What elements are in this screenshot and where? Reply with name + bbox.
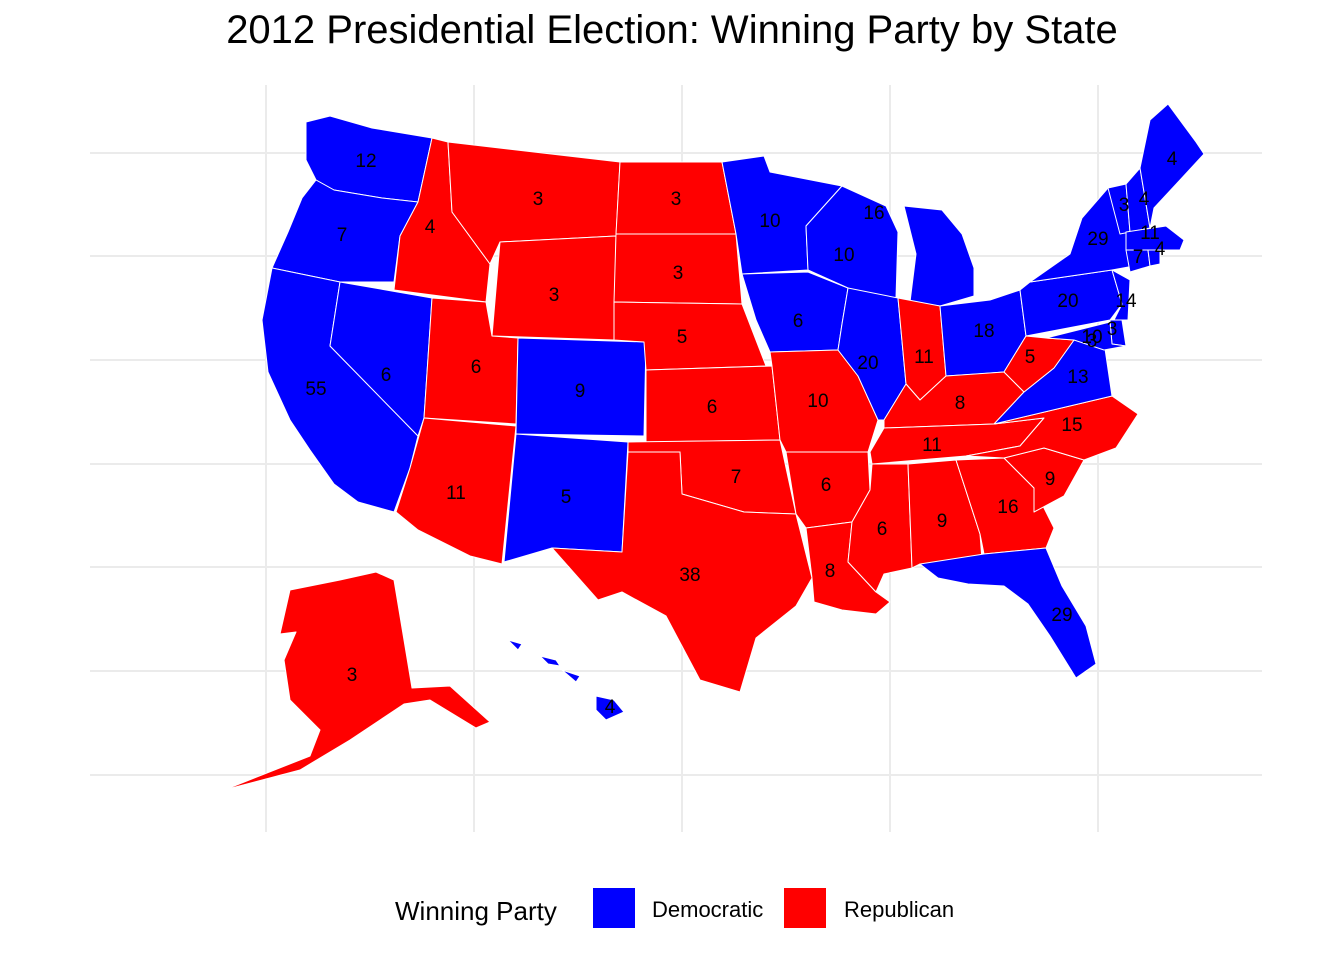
ev-label-ut: 6 (471, 357, 482, 378)
ev-label-pa: 20 (1057, 291, 1078, 312)
ev-label-mo: 10 (807, 391, 828, 412)
ev-label-in: 11 (914, 347, 934, 368)
ev-label-sc: 9 (1045, 469, 1056, 490)
ev-label-ny: 29 (1087, 229, 1108, 250)
ev-label-va: 13 (1067, 367, 1088, 388)
ev-label-nv: 6 (381, 365, 392, 386)
ev-label-me: 4 (1167, 149, 1178, 170)
ev-label-md: 10 (1081, 327, 1102, 348)
ev-label-vt: 3 (1119, 195, 1130, 216)
ev-label-wv: 5 (1025, 347, 1036, 368)
ev-label-nd: 3 (671, 189, 682, 210)
ev-label-wa: 12 (355, 151, 376, 172)
ev-label-nc: 15 (1061, 415, 1082, 436)
ev-label-or: 7 (337, 225, 348, 246)
ev-label-ky: 8 (955, 393, 966, 414)
ev-label-mi: 16 (863, 203, 884, 224)
map-title: 2012 Presidential Election: Winning Part… (226, 8, 1118, 52)
state-nc (965, 395, 1139, 461)
ev-label-mn: 10 (759, 211, 780, 232)
ev-label-ca: 55 (305, 379, 326, 400)
ev-label-fl: 29 (1051, 605, 1072, 626)
legend-label-democratic: Democratic (652, 897, 764, 922)
state-ri (1147, 249, 1161, 267)
ev-label-ia: 6 (793, 311, 804, 332)
legend-key-democratic (593, 888, 635, 928)
state-or (271, 179, 419, 283)
ev-label-la: 8 (825, 561, 836, 582)
states-layer (223, 103, 1205, 791)
state-fl (919, 547, 1097, 679)
ev-label-sd: 3 (673, 263, 684, 284)
state-az (395, 417, 517, 565)
legend: Winning Party Democratic Republican (0, 888, 1344, 932)
state-md (1045, 321, 1127, 351)
state-co (515, 337, 647, 437)
state-hi (507, 639, 625, 721)
legend-title: Winning Party (395, 896, 557, 926)
ev-label-id: 4 (425, 217, 436, 238)
ev-label-ma: 11 (1140, 223, 1160, 244)
legend-key-republican (784, 888, 826, 928)
ev-label-mt: 3 (533, 189, 544, 210)
ev-label-az: 11 (446, 483, 466, 504)
ev-label-ne: 5 (677, 327, 688, 348)
ev-label-wi: 10 (833, 245, 854, 266)
ev-label-il: 20 (857, 353, 878, 374)
ev-label-nj: 14 (1115, 291, 1137, 312)
ev-label-de: 3 (1107, 319, 1118, 340)
ev-label-ri: 4 (1155, 239, 1166, 260)
ev-label-ak: 3 (347, 665, 358, 686)
state-mi (903, 205, 975, 307)
ev-label-ar: 6 (821, 475, 832, 496)
state-ma (1125, 225, 1185, 251)
legend-label-republican: Republican (844, 897, 955, 922)
ev-label-nm: 5 (561, 487, 572, 508)
state-me (1139, 103, 1205, 229)
ev-label-nh: 4 (1139, 189, 1150, 210)
ev-label-hi: 4 (605, 697, 616, 718)
ev-label-co: 9 (575, 381, 586, 402)
state-tx (551, 451, 813, 693)
ev-label-ga: 16 (997, 497, 1018, 518)
state-ak (223, 571, 491, 791)
ev-label-ct: 7 (1133, 247, 1144, 268)
ev-label-oh: 18 (973, 321, 994, 342)
ev-label-dc: 3 (1087, 331, 1098, 352)
ev-label-tx: 38 (679, 565, 700, 586)
ev-label-ms: 6 (877, 519, 888, 540)
ev-label-wy: 3 (549, 285, 560, 306)
ev-label-al: 9 (937, 511, 948, 532)
ev-label-ks: 6 (707, 397, 718, 418)
ev-label-ok: 7 (731, 467, 742, 488)
ev-label-tn: 11 (922, 435, 942, 456)
